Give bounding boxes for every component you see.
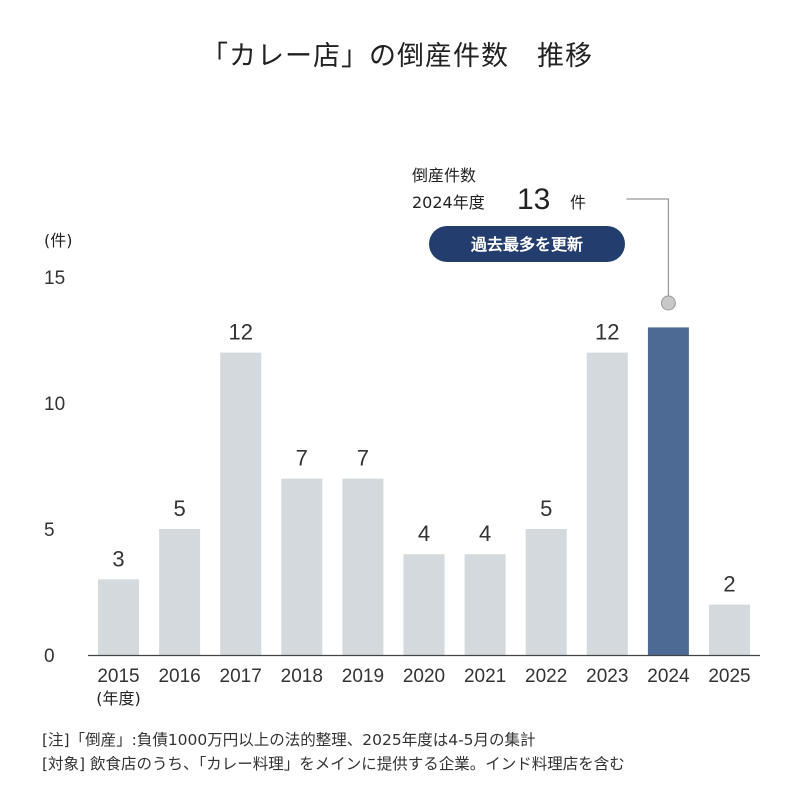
record-badge-text: 過去最多を更新 — [470, 235, 583, 254]
bar-2015 — [98, 579, 139, 655]
data-label: 2 — [723, 572, 735, 597]
x-tick-label: 2024 — [647, 666, 690, 687]
data-label: 5 — [540, 496, 552, 521]
bar-2019 — [342, 478, 384, 655]
annotation-unit: 件 — [570, 193, 586, 212]
data-label: 12 — [595, 320, 619, 345]
data-label: 7 — [357, 446, 369, 471]
x-tick-label: 2023 — [586, 666, 628, 687]
x-tick-label: 2021 — [464, 666, 506, 687]
data-label: 7 — [296, 446, 308, 471]
bar-2020 — [403, 554, 445, 655]
x-tick-label: 2020 — [403, 666, 445, 687]
x-axis-label: (年度) — [96, 689, 141, 708]
y-tick-label: 10 — [44, 394, 65, 415]
annotation-value: 13 — [517, 183, 550, 216]
data-label: 4 — [418, 521, 430, 546]
x-tick-label: 2019 — [342, 666, 384, 687]
footnotes: [注]「倒産」:負債1000万円以上の法的整理、2025年度は4-5月の集計 [… — [42, 728, 625, 776]
data-label: 12 — [228, 320, 252, 345]
bar-2025 — [709, 604, 750, 655]
bar-2018 — [281, 478, 323, 655]
bar-2016 — [159, 529, 201, 655]
annotation-year: 2024年度 — [412, 193, 485, 212]
annotation-dot — [660, 295, 676, 311]
annotation-title: 倒産件数 — [412, 166, 476, 185]
x-tick-label: 2025 — [708, 666, 750, 687]
x-tick-label: 2018 — [281, 666, 323, 687]
y-tick-label: 5 — [44, 520, 55, 541]
y-axis-label: (件) — [44, 231, 73, 250]
data-label: 3 — [112, 546, 124, 571]
data-label: 5 — [173, 496, 185, 521]
footnote-note: [注]「倒産」:負債1000万円以上の法的整理、2025年度は4-5月の集計 — [42, 731, 536, 749]
chart-title: 「カレー店」の倒産件数 推移 — [201, 41, 593, 72]
bar-2023 — [586, 352, 628, 655]
record-badge — [429, 226, 625, 262]
y-tick-label: 0 — [44, 646, 55, 667]
x-tick-label: 2017 — [220, 666, 262, 687]
footnote-target: [対象] 飲食店のうち、「カレー料理」をメインに提供する企業。インド料理店を含む — [42, 755, 625, 773]
bar-2021 — [464, 554, 506, 655]
bar-2024 — [647, 327, 689, 655]
annotation-leader-line — [626, 198, 670, 296]
bar-2017 — [220, 352, 262, 655]
x-tick-label: 2015 — [97, 666, 139, 687]
data-label: 4 — [479, 521, 491, 546]
y-tick-label: 15 — [44, 268, 65, 289]
x-tick-label: 2016 — [158, 666, 200, 687]
bar-chart: (件) 0 5 10 15 3 2015 5 2016 12 2017 7 2018 7 2019 4 2020… — [44, 166, 760, 708]
x-tick-label: 2022 — [525, 666, 567, 687]
bar-2022 — [525, 529, 567, 655]
